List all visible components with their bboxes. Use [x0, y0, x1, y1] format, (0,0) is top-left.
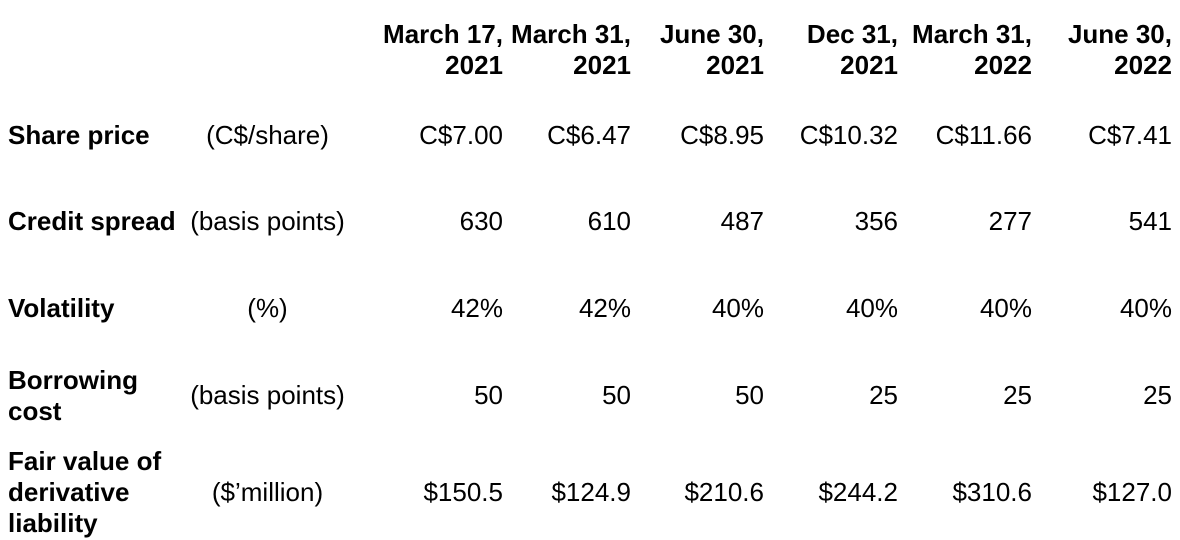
row-label: Borrowing cost [8, 346, 185, 446]
row-label: Fair value of derivative liability [8, 446, 185, 540]
row-label: Volatility [8, 272, 185, 346]
column-header-year-line: 2022 [1114, 50, 1172, 80]
cell-value: 50 [735, 380, 764, 411]
table-row-share-price: Share price (C$/share) C$7.00 C$6.47 C$8… [8, 100, 1172, 172]
cell-value: $124.9 [551, 477, 631, 508]
column-header-date-line: March 31, [511, 18, 631, 49]
cell-value: C$10.32 [799, 120, 898, 151]
table-row-borrowing-cost: Borrowing cost (basis points) 50 50 50 2… [8, 346, 1172, 446]
column-header-june-30-2022: June 30, 2022 [1032, 0, 1172, 100]
table-row-volatility: Volatility (%) 42% 42% 40% 40% 40% 40% [8, 272, 1172, 346]
cell-value: C$8.95 [680, 120, 764, 151]
cell-value: $244.2 [818, 477, 898, 508]
cell-value: 630 [459, 206, 503, 237]
column-header-year-line: 2022 [974, 50, 1032, 80]
column-header-march-31-2022: March 31, 2022 [898, 0, 1032, 100]
cell-value: 40% [711, 293, 764, 324]
column-header-date-line: June 30, [659, 18, 764, 49]
cell-value: $150.5 [423, 477, 503, 508]
cell-value: 25 [1003, 380, 1032, 411]
row-label: Share price [8, 100, 185, 172]
column-header-year-line: 2021 [573, 50, 631, 80]
cell-value: 487 [720, 206, 764, 237]
row-label-line: Share price [8, 120, 150, 151]
cell-value: 50 [474, 380, 503, 411]
table-row-fair-value-derivative-liability: Fair value of derivative liability ($’mi… [8, 446, 1172, 540]
column-header-date-line: Dec 31, [806, 18, 898, 49]
cell-value: 40% [979, 293, 1032, 324]
cell-value: 42% [578, 293, 631, 324]
table-row-credit-spread: Credit spread (basis points) 630 610 487… [8, 172, 1172, 272]
row-unit: (%) [247, 293, 288, 324]
cell-value: C$11.66 [935, 120, 1032, 151]
row-unit: (basis points) [190, 206, 345, 237]
cell-value: $127.0 [1092, 477, 1172, 508]
cell-value: 40% [1119, 293, 1172, 324]
cell-value: 25 [869, 380, 898, 411]
cell-value: 610 [587, 206, 631, 237]
column-header-date-line: March 31, [912, 18, 1032, 49]
row-label-line: cost [8, 396, 62, 426]
row-label-line: derivative [8, 477, 130, 508]
cell-value: $310.6 [952, 477, 1032, 508]
row-unit: ($’million) [211, 477, 324, 508]
row-label-line: Fair value of [8, 446, 162, 476]
header-spacer-label [8, 0, 185, 100]
header-row: March 17, 2021 March 31, 2021 June 30, 2… [8, 0, 1172, 100]
column-header-dec-31-2021: Dec 31, 2021 [764, 0, 898, 100]
cell-value: C$6.47 [547, 120, 631, 151]
row-unit: (basis points) [190, 380, 345, 411]
cell-value: 541 [1128, 206, 1172, 237]
column-header-year-line: 2021 [706, 50, 764, 80]
cell-value: C$7.41 [1088, 120, 1172, 151]
row-label-line: Credit spread [8, 206, 176, 237]
row-label-line: liability [8, 508, 98, 539]
header-spacer-unit [185, 0, 350, 100]
valuation-assumptions-table: March 17, 2021 March 31, 2021 June 30, 2… [8, 0, 1172, 540]
column-header-march-31-2021: March 31, 2021 [503, 0, 631, 100]
cell-value: 50 [602, 380, 631, 411]
column-header-year-line: 2021 [840, 50, 898, 80]
row-label: Credit spread [8, 172, 185, 272]
column-header-june-30-2021: June 30, 2021 [631, 0, 764, 100]
cell-value: 277 [988, 206, 1032, 237]
column-header-year-line: 2021 [445, 50, 503, 80]
cell-value: $210.6 [684, 477, 764, 508]
cell-value: 25 [1143, 380, 1172, 411]
cell-value: C$7.00 [419, 120, 503, 151]
cell-value: 40% [845, 293, 898, 324]
row-unit: (C$/share) [206, 120, 329, 151]
column-header-date-line: March 17, [383, 18, 503, 49]
row-label-line: Borrowing [8, 364, 138, 395]
cell-value: 356 [854, 206, 898, 237]
row-label-line: Volatility [8, 293, 115, 324]
cell-value: 42% [450, 293, 503, 324]
column-header-march-17-2021: March 17, 2021 [350, 0, 503, 100]
column-header-date-line: June 30, [1067, 18, 1172, 49]
